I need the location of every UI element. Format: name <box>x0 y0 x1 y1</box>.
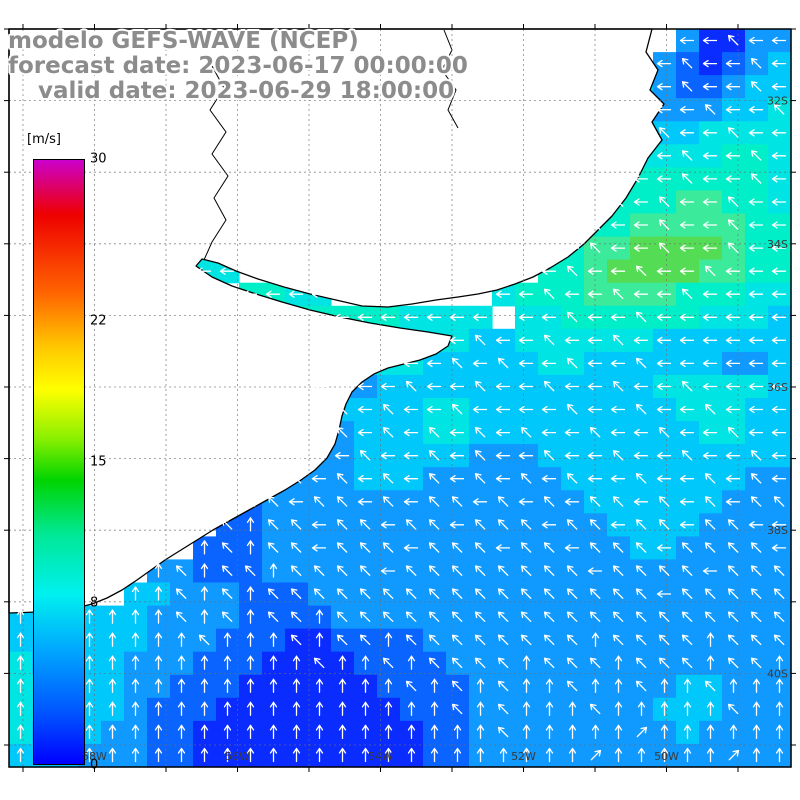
colorbar-tick-label: 0 <box>90 757 99 773</box>
lon-label: 54W <box>368 750 393 763</box>
direction-arrows <box>16 34 787 763</box>
lon-label: 56W <box>225 750 250 763</box>
lat-label: 38S <box>767 524 788 537</box>
graticule-labels: 32S 34S 36S 38S 40S 58W 56W 54W 52W 50W <box>82 95 788 763</box>
colorbar-unit-label: [m/s] <box>27 132 61 147</box>
forecast-date-label: forecast date: 2023-06-17 00:00:00 <box>8 53 468 79</box>
colorbar-tick-label: 22 <box>90 313 107 329</box>
lat-label: 36S <box>767 381 788 394</box>
lon-label: 50W <box>654 750 679 763</box>
model-title: modelo GEFS-WAVE (NCEP) <box>8 28 359 54</box>
lon-label: 58W <box>82 750 107 763</box>
axis-ticks <box>4 24 796 772</box>
colorbar-tick-label: 15 <box>90 454 107 470</box>
colorbar <box>33 159 85 765</box>
colorbar-tick-label: 8 <box>90 595 99 611</box>
valid-date-label: valid date: 2023-06-29 18:00:00 <box>38 78 455 104</box>
lat-label: 40S <box>767 667 788 680</box>
river-lines <box>203 29 459 261</box>
coastline-land <box>8 28 665 614</box>
lon-label: 52W <box>511 750 536 763</box>
map-frame <box>8 28 792 768</box>
lat-label: 32S <box>767 95 788 108</box>
lat-label: 34S <box>767 238 788 251</box>
colorbar-tick-label: 30 <box>90 151 107 167</box>
